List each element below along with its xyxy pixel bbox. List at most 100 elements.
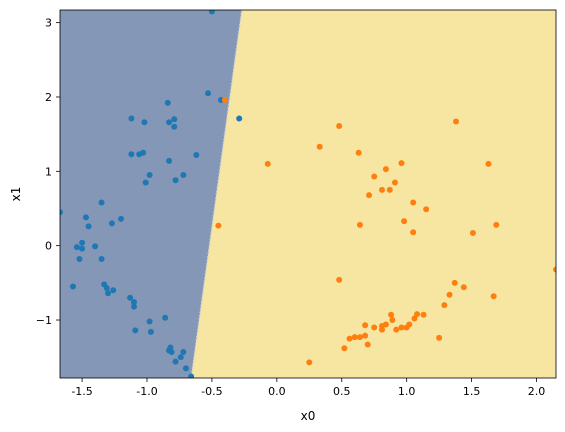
data-point-class-1 [371,173,378,180]
x-tick-label: -1.0 [136,385,157,398]
data-point-class-0 [166,157,173,164]
plot-area [60,10,556,378]
data-point-class-0 [236,115,243,122]
data-point-class-0 [128,151,135,158]
y-tick-label: −1 [36,314,52,327]
data-point-class-0 [171,116,178,123]
data-point-class-1 [316,143,323,150]
x-tick-label: 0.0 [268,385,286,398]
data-point-class-0 [140,149,147,156]
data-point-class-0 [127,294,134,301]
data-point-class-0 [118,215,125,222]
data-point-class-0 [69,283,76,290]
data-point-class-1 [493,221,500,228]
data-point-class-1 [306,359,313,366]
data-point-class-0 [146,172,153,179]
data-point-class-1 [336,122,343,129]
data-point-class-0 [205,90,212,97]
data-point-class-0 [193,151,200,158]
y-tick-label: 0 [45,240,52,253]
data-point-class-1 [460,284,467,291]
data-point-class-0 [132,327,139,334]
data-point-class-1 [410,229,417,236]
data-point-class-1 [356,221,363,228]
data-point-class-0 [85,223,92,230]
data-point-class-1 [553,266,556,273]
data-point-class-1 [355,149,362,156]
scatter-points [60,10,556,378]
decision-region-class-1 [191,10,556,378]
data-point-class-0 [166,119,173,126]
y-tick-label: 1 [45,165,52,178]
y-tick-label: 3 [45,17,52,30]
data-point-class-0 [180,348,187,355]
data-point-class-0 [60,209,63,216]
data-point-class-0 [172,358,179,365]
data-point-class-1 [371,324,378,331]
data-point-class-0 [128,115,135,122]
data-point-class-1 [264,160,271,167]
data-point-class-1 [364,341,371,348]
data-point-class-0 [171,123,178,130]
data-point-class-1 [346,335,353,342]
data-point-class-0 [79,245,86,252]
data-point-class-1 [356,334,363,341]
data-point-class-1 [411,315,418,322]
data-point-class-1 [336,276,343,283]
data-point-class-1 [362,322,369,329]
data-point-class-0 [103,285,110,292]
data-point-class-0 [146,318,153,325]
x-tick-label: 2.0 [528,385,546,398]
data-point-class-1 [379,186,386,193]
data-point-class-1 [490,293,497,300]
data-point-class-1 [453,118,460,125]
data-point-class-1 [436,334,443,341]
data-point-class-1 [398,324,405,331]
data-point-class-0 [76,256,83,263]
y-tick-label: 2 [45,91,52,104]
data-point-class-0 [105,290,112,297]
data-point-class-0 [142,179,149,186]
data-point-class-1 [406,321,413,328]
data-point-class-1 [215,222,222,229]
x-tick-label: -0.5 [201,385,222,398]
data-point-class-1 [423,206,430,213]
x-tick-label: 1.5 [463,385,481,398]
data-point-class-0 [141,119,148,126]
data-point-class-1 [362,332,369,339]
x-tick-label: -1.5 [71,385,92,398]
data-point-class-1 [451,279,458,286]
data-point-class-1 [386,186,393,193]
data-point-class-1 [341,345,348,352]
data-point-class-1 [441,302,448,309]
data-point-class-1 [469,230,476,237]
data-point-class-1 [379,322,386,329]
data-point-class-1 [414,311,421,318]
data-point-class-0 [177,354,184,361]
data-point-class-1 [401,218,408,225]
data-point-class-0 [79,239,86,246]
data-point-class-1 [420,311,427,318]
data-point-class-0 [168,348,175,355]
data-point-class-0 [131,299,138,306]
data-point-class-1 [366,192,373,199]
data-point-class-1 [398,160,405,167]
data-point-class-1 [388,311,395,318]
data-point-class-1 [485,160,492,167]
data-point-class-0 [172,177,179,184]
data-point-class-0 [73,244,80,251]
x-tick-label: 0.5 [333,385,351,398]
data-point-class-1 [446,291,453,298]
data-point-class-0 [188,373,195,378]
data-point-class-0 [162,314,169,321]
data-point-class-0 [180,172,187,179]
data-point-class-0 [82,214,89,221]
data-point-class-0 [208,10,215,15]
data-point-class-1 [351,334,358,341]
data-point-class-0 [108,220,115,227]
x-tick-label: 1.0 [398,385,416,398]
data-point-class-1 [391,179,398,186]
data-point-class-0 [131,303,138,310]
y-axis: −1 0 1 2 3 [36,17,60,327]
